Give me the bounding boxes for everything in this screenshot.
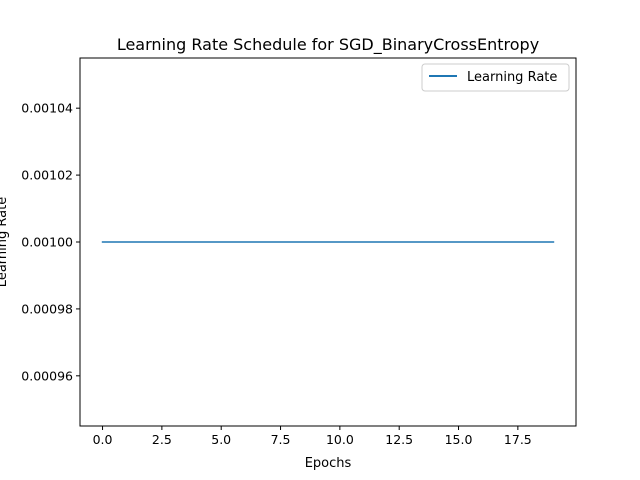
x-tick-label: 7.5 (271, 432, 291, 447)
x-tick-label: 17.5 (504, 432, 532, 447)
plot-area-frame (79, 57, 577, 427)
x-axis-ticks: 0.0 2.5 5.0 7.5 10.0 12.5 15.0 17.5 (93, 426, 532, 447)
y-tick-label: 0.00100 (21, 235, 73, 250)
legend-label-learning-rate: Learning Rate (467, 70, 557, 85)
chart-title: Learning Rate Schedule for SGD_BinaryCro… (117, 35, 539, 55)
x-axis-label: Epochs (305, 456, 352, 471)
y-tick-label: 0.00104 (21, 101, 73, 116)
y-tick-label: 0.00096 (21, 368, 73, 383)
x-tick-label: 15.0 (445, 432, 473, 447)
y-axis-ticks: 0.00096 0.00098 0.00100 0.00102 0.00104 (21, 101, 80, 383)
x-tick-label: 12.5 (385, 432, 413, 447)
x-tick-label: 10.0 (326, 432, 354, 447)
x-tick-label: 2.5 (152, 432, 172, 447)
y-tick-label: 0.00102 (21, 168, 73, 183)
y-tick-label: 0.00098 (21, 301, 73, 316)
x-tick-label: 0.0 (93, 432, 113, 447)
y-axis-label: Learning Rate (0, 197, 10, 287)
legend: Learning Rate (421, 63, 570, 92)
legend-box (421, 63, 570, 92)
x-tick-label: 5.0 (211, 432, 231, 447)
